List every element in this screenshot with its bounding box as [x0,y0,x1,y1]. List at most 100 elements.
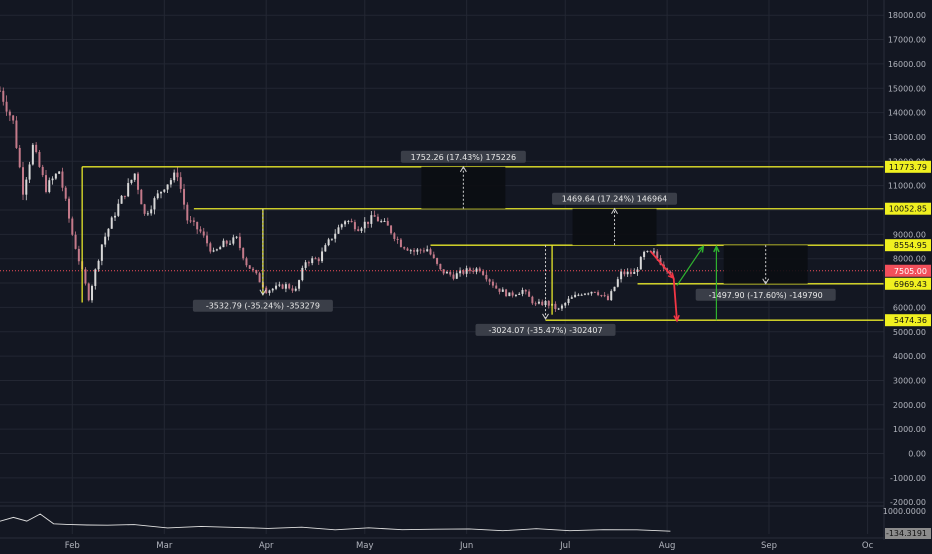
time-axis[interactable]: Feb Mar Apr May Jun Jul Aug Sep Oc [0,537,884,551]
candle-body [360,228,363,231]
candle [459,267,462,277]
candle-body [22,167,25,195]
candle [133,173,136,182]
candle [196,221,199,234]
candle [176,167,179,182]
candle-body [367,221,370,224]
level-price-badge[interactable]: 11773.79 [885,160,931,173]
candle [8,109,11,122]
candle-body [137,173,140,190]
candle-body [219,247,222,250]
candle [580,293,583,296]
candle-body [353,222,356,230]
level-price-badge[interactable]: 8554.95 [885,239,931,252]
time-tick-label: Jul [559,541,570,550]
badge-text: 5474.36 [894,316,927,325]
candle-body [209,243,212,252]
candle-body [567,298,570,304]
price-axis[interactable]: -2000.00 -1000.00 0.00 1000.00 2000.00 3000.0… [883,0,932,550]
level-price-badge[interactable]: 10052.85 [885,202,931,215]
badge-text: 7505.00 [894,267,927,276]
time-tick-label: Feb [65,541,80,550]
candle-body [344,221,347,225]
candle [41,164,44,178]
candle-body [347,221,350,223]
candle-body [196,221,199,230]
candle-body [100,244,103,261]
measure-label-bg [400,150,526,163]
time-tick-label: Jun [459,541,473,550]
candle-body [176,172,179,178]
measurement-tools[interactable]: -3532.79 (-35.24%) -353279 -3024.07 (-35.… [192,150,836,336]
candle [577,293,580,297]
price-tick-label: -1000.00 [890,474,926,483]
candle [298,279,301,292]
measure-arrowhead [459,165,467,173]
candle-body [222,240,225,248]
candle [2,87,5,106]
candle-body [133,173,136,180]
candle-body [376,216,379,222]
candle-body [462,270,465,274]
candle-body [68,198,71,219]
horizontal-levels[interactable] [0,166,884,321]
price-tick-label: 3000.00 [893,376,926,385]
candle-body [140,189,143,205]
candle-body [242,247,245,259]
candle [281,283,284,290]
candle-body [426,249,429,252]
candle [426,245,429,252]
green-arrow[interactable] [713,244,720,321]
candle [327,237,330,247]
candle-body [610,291,613,301]
candle-body [442,269,445,274]
green-arrow[interactable] [676,245,705,286]
candle-body [229,243,232,245]
badge-text: 10052.85 [889,205,927,214]
red-arrow[interactable] [672,278,680,323]
candle-body [199,229,202,232]
red-arrow[interactable] [649,250,675,280]
current-price-badge[interactable]: 7505.00 [885,264,931,277]
candle-body [123,195,126,197]
candle-body [363,221,366,229]
measure-tool[interactable]: 1469.64 (17.24%) 146964 [552,192,678,246]
candle-body [531,296,534,304]
candle [478,266,481,273]
candle-body [669,271,672,274]
candle [18,145,21,169]
candle-body [505,289,508,297]
measure-tool[interactable]: -3532.79 (-35.24%) -353279 [192,208,333,312]
candle-body [452,274,455,279]
level-price-badge[interactable]: 5474.36 [885,314,931,327]
candle [229,240,232,246]
candle-body [225,240,228,244]
candle-body [317,258,320,262]
measure-label-bg [475,323,616,336]
candle-body [439,263,442,270]
candle-body [613,286,616,292]
candle [393,232,396,242]
candle-body [8,111,11,116]
candle-body [570,297,573,299]
candle-body [15,120,18,148]
candle [534,301,537,307]
candle [314,256,317,260]
measure-tool[interactable]: -1497.90 (-17.60%) -149790 [695,245,836,301]
measure-tool[interactable]: 1752.26 (17.43%) 175226 [400,150,526,209]
measure-tool[interactable]: -3024.07 (-35.47%) -302407 [475,245,616,336]
candle [31,143,34,166]
projection-arrows[interactable] [649,244,720,323]
price-tick-label: -2000.00 [890,498,926,507]
level-price-badge[interactable]: 6969.43 [885,277,931,290]
candle-body [183,188,186,205]
candle [258,271,261,283]
arrow-head [697,245,705,253]
measure-label: -3532.79 (-35.24%) -353279 [206,302,320,311]
candle-body [64,187,67,199]
measure-arrowhead [259,289,267,296]
candle-body [623,271,626,275]
candle-body [564,303,567,306]
